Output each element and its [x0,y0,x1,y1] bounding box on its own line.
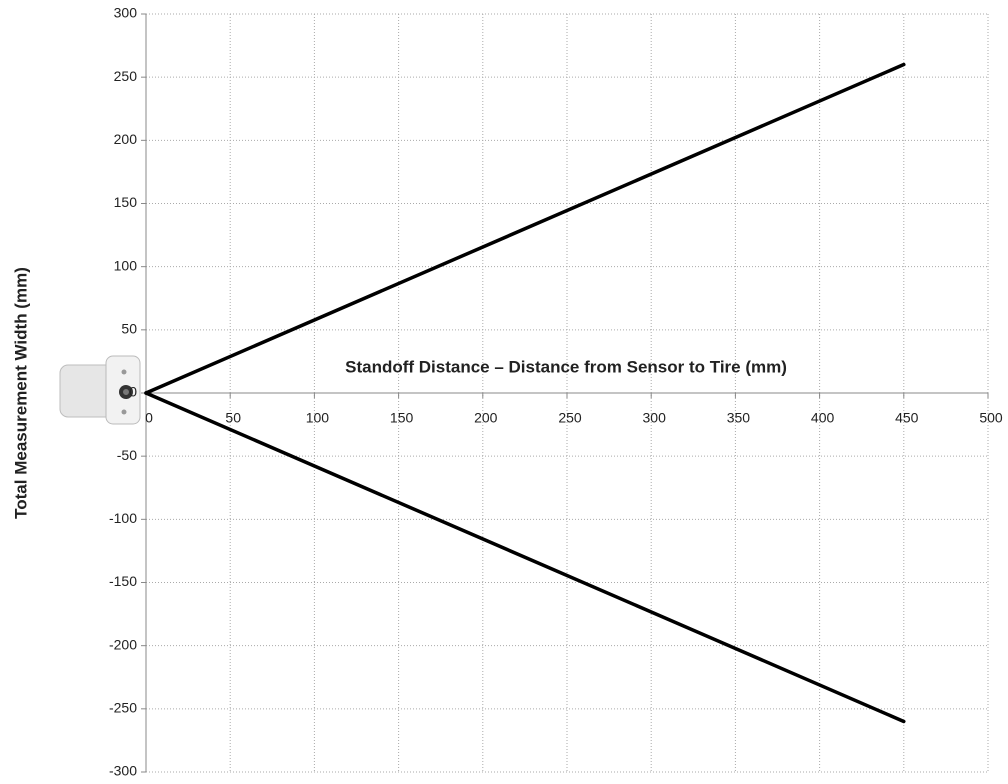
x-tick-label: 450 [895,410,919,426]
x-tick-label: 100 [306,410,330,426]
y-tick-label: -50 [117,447,137,463]
grid [141,14,988,772]
line [146,65,904,393]
y-axis-title: Total Measurement Width (mm) [11,267,30,519]
y-tick-label: 200 [114,131,138,147]
x-tick-label: 250 [558,410,582,426]
line [146,393,904,721]
x-tick-label: 200 [474,410,498,426]
x-tick-label: 350 [727,410,751,426]
y-tick-label: 300 [114,5,138,21]
x-tick-label: 0 [145,410,153,426]
chart: Standoff Distance – Distance from Sensor… [0,0,1008,784]
x-tick-label: 150 [390,410,414,426]
y-tick-label: -100 [109,510,137,526]
y-tick-label: -250 [109,700,137,716]
y-tick-label: 0 [129,384,137,400]
y-tick-label: 50 [121,321,137,337]
y-tick-label: -300 [109,763,137,779]
sensor-screw [122,410,127,415]
sensor-lens-inner [123,389,129,395]
y-tick-label: -200 [109,636,137,652]
y-tick-label: -150 [109,573,137,589]
y-tick-label: 150 [114,194,138,210]
sensor-icon [60,356,140,424]
x-tick-label: 300 [643,410,667,426]
sensor-screw [122,370,127,375]
x-tick-label: 50 [225,410,241,426]
y-tick-label: 250 [114,68,138,84]
x-axis-title: Standoff Distance – Distance from Sensor… [345,357,787,376]
x-tick-label: 500 [979,410,1003,426]
y-tick-label: 100 [114,257,138,273]
page: Standoff Distance – Distance from Sensor… [0,0,1008,784]
x-tick-label: 400 [811,410,835,426]
